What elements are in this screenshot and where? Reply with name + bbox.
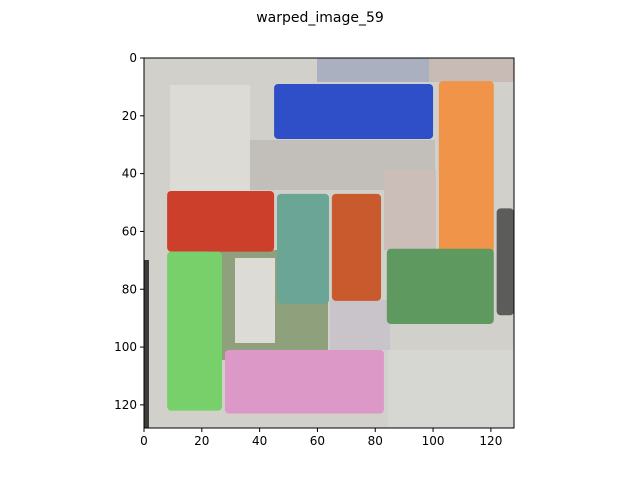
x-tick-label: 0 [140, 434, 148, 448]
x-tick-label: 100 [422, 434, 445, 448]
y-tick-label: 100 [114, 340, 137, 354]
axes-frame [143, 57, 515, 429]
y-tick-label: 80 [122, 282, 137, 296]
image-regions [167, 81, 514, 414]
y-tick-label: 120 [114, 398, 137, 412]
region-dark-gray-strip [496, 208, 514, 316]
x-tick-label: 120 [479, 434, 502, 448]
lower-right-patch [330, 300, 390, 350]
region-red-block [167, 190, 275, 252]
region-light-green-block [167, 251, 223, 411]
y-axis: 0 20 40 60 80 100 120 [114, 51, 144, 412]
pale-column-patch [170, 85, 250, 195]
top-gray-patch [317, 58, 429, 82]
lower-pale-patch [235, 258, 275, 343]
region-orange-block [438, 81, 494, 255]
bottom-right-patch [388, 350, 514, 428]
mid-right-patch [384, 170, 436, 250]
axes-border [143, 57, 515, 429]
x-tick-label: 20 [194, 434, 209, 448]
chart-title: warped_image_59 [256, 10, 384, 26]
region-dark-green-block [386, 248, 494, 324]
left-dark-edge [144, 260, 149, 428]
top-right-patch [429, 58, 514, 82]
x-tick-label: 80 [368, 434, 383, 448]
x-tick-label: 40 [252, 434, 267, 448]
x-tick-label: 60 [310, 434, 325, 448]
region-teal-block [276, 193, 329, 304]
y-tick-label: 40 [122, 167, 137, 181]
y-tick-label: 60 [122, 224, 137, 238]
x-axis: 0 20 40 60 80 100 120 [140, 428, 502, 448]
region-rust-block [331, 193, 382, 301]
y-tick-label: 0 [129, 51, 137, 65]
region-pink-block [224, 349, 384, 414]
y-tick-label: 20 [122, 109, 137, 123]
region-blue-block [274, 84, 434, 139]
